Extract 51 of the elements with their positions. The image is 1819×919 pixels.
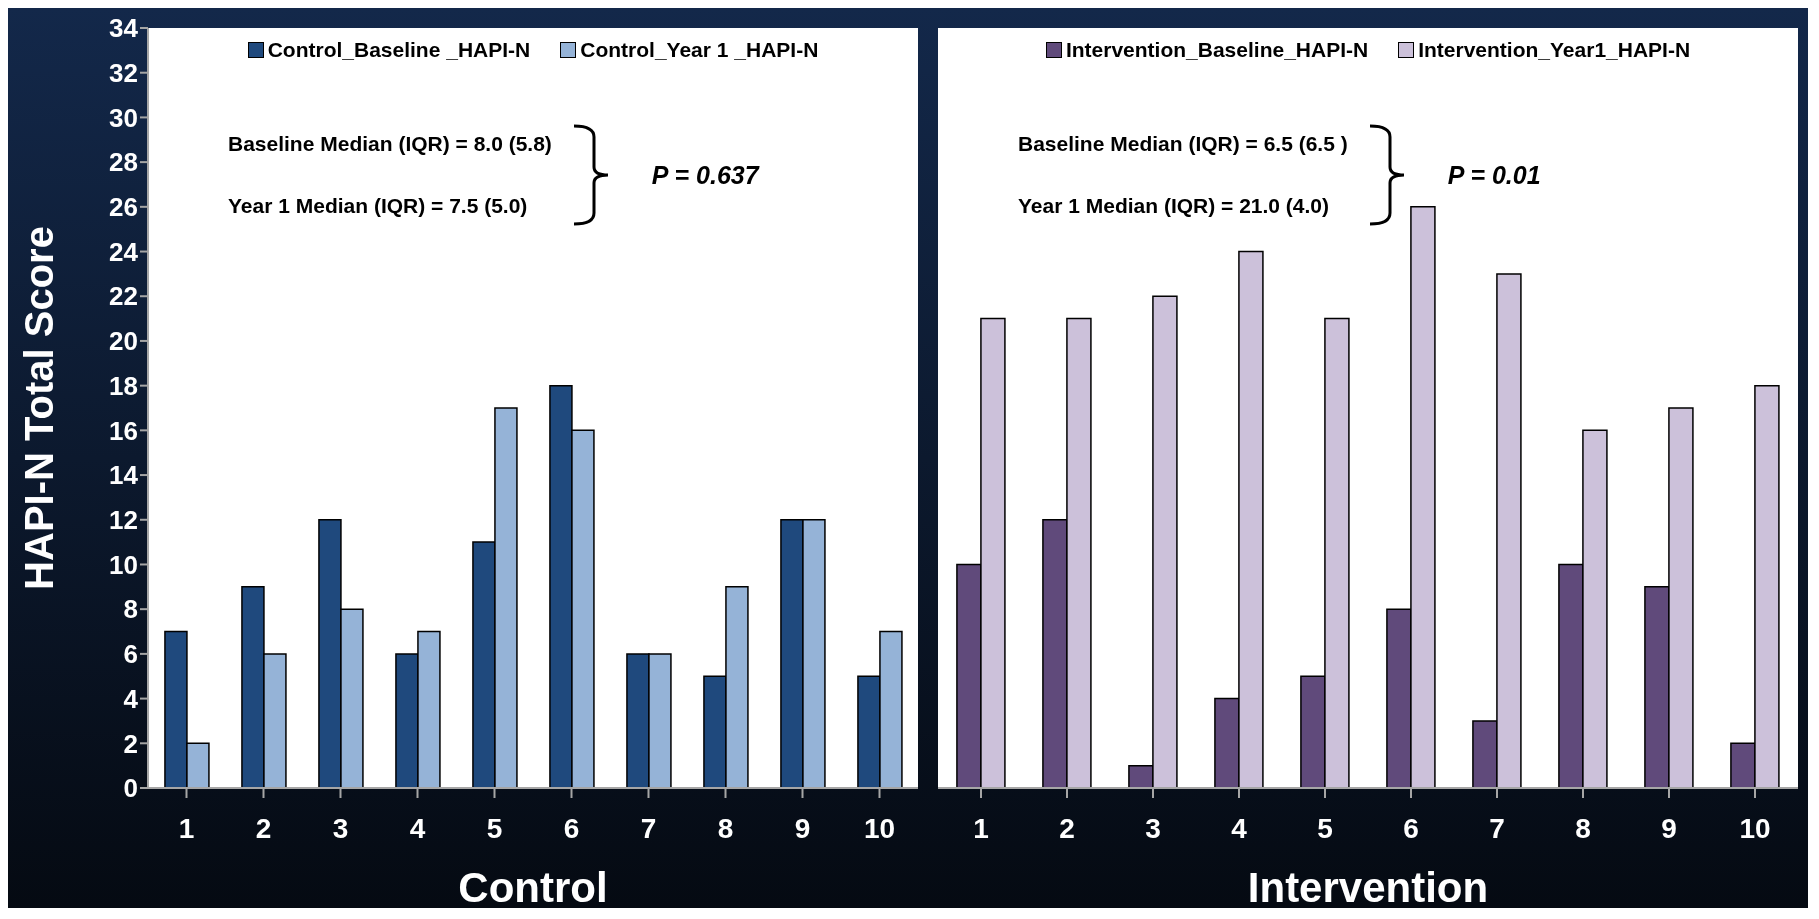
x-tick-label: 8 [717, 812, 734, 844]
y-tick-label: 32 [109, 57, 138, 88]
x-axis-title: Intervention [1247, 864, 1489, 911]
y-axis-title: HAPI-N Total Score [17, 226, 61, 590]
y-tick-label: 24 [109, 236, 139, 267]
y-tick-label: 18 [109, 370, 138, 401]
x-tick-label: 9 [1661, 812, 1677, 844]
x-tick-label: 10 [863, 812, 896, 844]
x-tick-label: 5 [486, 812, 503, 844]
x-tick-label: 7 [1489, 812, 1505, 844]
x-tick-label: 4 [1231, 812, 1248, 844]
y-tick-label: 30 [109, 102, 138, 133]
x-tick-label: 2 [1059, 812, 1075, 844]
annotation: P = 0.01 [1447, 160, 1541, 190]
x-tick-label: 2 [255, 812, 272, 844]
annotation: Baseline Median (IQR) = 8.0 (5.8) [228, 132, 552, 156]
x-tick-label: 6 [563, 812, 580, 844]
x-tick-label: 1 [178, 812, 195, 844]
x-tick-label: 6 [1403, 812, 1419, 844]
x-tick-label: 9 [794, 812, 811, 844]
x-tick-label: 1 [973, 812, 989, 844]
annotation: Baseline Median (IQR) = 6.5 (6.5 ) [1018, 132, 1348, 156]
y-tick-label: 22 [109, 281, 138, 312]
y-tick-label: 14 [109, 460, 139, 491]
legend-label: Control_Year 1 _HAPI-N [579, 38, 819, 62]
annotation: Year 1 Median (IQR) = 7.5 (5.0) [228, 194, 529, 218]
x-tick-label: 3 [332, 812, 349, 844]
y-tick-label: 10 [109, 549, 138, 580]
y-tick-label: 28 [109, 147, 138, 178]
y-tick-label: 20 [109, 326, 138, 357]
annotation: P = 0.637 [651, 160, 759, 190]
annotation: Year 1 Median (IQR) = 21.0 (4.0) [1018, 194, 1331, 218]
legend-label: Intervention_Year1_HAPI-N [1417, 38, 1691, 62]
y-tick-label: 4 [123, 683, 139, 714]
y-tick-label: 2 [123, 728, 138, 759]
x-tick-label: 7 [640, 812, 657, 844]
y-tick-label: 6 [123, 639, 138, 670]
y-tick-label: 16 [109, 415, 138, 446]
x-tick-label: 5 [1317, 812, 1333, 844]
x-tick-label: 8 [1575, 812, 1591, 844]
y-tick-label: 8 [123, 594, 138, 625]
y-tick-label: 34 [109, 13, 139, 44]
y-tick-label: 12 [109, 504, 138, 535]
x-tick-label: 10 [1739, 812, 1771, 844]
legend-label: Control_Baseline _HAPI-N [266, 38, 531, 62]
y-tick-label: 26 [109, 192, 138, 223]
x-axis-title: Control [458, 864, 608, 911]
y-tick-label: 0 [123, 773, 138, 804]
legend-label: Intervention_Baseline_HAPI-N [1064, 38, 1369, 62]
x-tick-label: 4 [409, 812, 426, 844]
x-tick-label: 3 [1145, 812, 1161, 844]
